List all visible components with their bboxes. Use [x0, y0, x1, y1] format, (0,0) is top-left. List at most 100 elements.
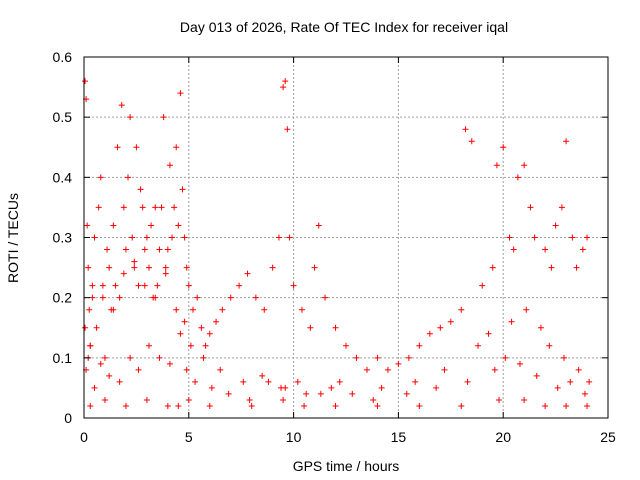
data-point — [558, 204, 565, 211]
data-point — [87, 342, 94, 349]
data-point — [516, 360, 523, 367]
data-point — [537, 324, 544, 331]
data-point — [106, 372, 113, 379]
y-tick-label: 0.6 — [53, 49, 73, 65]
data-point — [87, 402, 94, 409]
data-point — [502, 354, 509, 361]
axis-ticks: 0 5 10 15 20 25 0 0.1 0.2 0.3 0.4 0.5 0.6 — [53, 49, 616, 445]
data-point — [433, 384, 440, 391]
data-point — [118, 102, 125, 109]
data-point — [131, 258, 138, 265]
data-point — [332, 402, 339, 409]
data-point — [363, 366, 370, 373]
data-point — [563, 402, 570, 409]
data-point — [236, 282, 243, 289]
data-point — [187, 342, 194, 349]
data-point — [374, 354, 381, 361]
data-point — [284, 126, 291, 133]
data-point — [567, 378, 574, 385]
data-point — [294, 378, 301, 385]
data-point — [475, 342, 482, 349]
data-point — [206, 330, 213, 337]
data-point — [217, 366, 224, 373]
data-point — [500, 144, 507, 151]
data-point — [133, 144, 140, 151]
data-point — [560, 354, 567, 361]
data-point — [374, 402, 381, 409]
data-point — [554, 384, 561, 391]
data-point — [82, 324, 89, 331]
data-point — [198, 324, 205, 331]
data-point — [447, 318, 454, 325]
x-tick-label: 10 — [286, 429, 302, 445]
data-point — [91, 384, 98, 391]
data-point — [175, 402, 182, 409]
data-point — [303, 390, 310, 397]
data-point — [131, 264, 138, 271]
data-point — [353, 354, 360, 361]
x-tick-label: 0 — [80, 429, 88, 445]
data-point — [278, 384, 285, 391]
data-point — [194, 294, 201, 301]
data-point — [160, 114, 167, 121]
data-point — [514, 174, 521, 181]
data-point — [173, 144, 180, 151]
y-tick-label: 0.4 — [53, 169, 73, 185]
data-point — [112, 282, 119, 289]
data-point — [143, 234, 150, 241]
data-point — [586, 378, 593, 385]
data-point — [120, 204, 127, 211]
data-point — [244, 270, 251, 277]
y-tick-label: 0.3 — [53, 230, 73, 246]
data-point — [200, 354, 207, 361]
data-point — [166, 360, 173, 367]
x-tick-label: 5 — [185, 429, 193, 445]
data-point — [171, 204, 178, 211]
data-point — [508, 318, 515, 325]
data-point — [584, 402, 591, 409]
data-point — [416, 342, 423, 349]
data-point — [328, 384, 335, 391]
data-point — [137, 186, 144, 193]
data-point — [416, 402, 423, 409]
data-point — [533, 372, 540, 379]
data-point — [177, 330, 184, 337]
data-point — [462, 126, 469, 133]
data-point — [183, 264, 190, 271]
data-point — [246, 396, 253, 403]
data-point — [185, 396, 192, 403]
data-point — [290, 282, 297, 289]
data-point — [265, 378, 272, 385]
x-tick-label: 15 — [391, 429, 407, 445]
data-point — [116, 378, 123, 385]
data-point — [89, 294, 96, 301]
data-point — [261, 306, 268, 313]
data-point — [143, 396, 150, 403]
data-point — [158, 204, 165, 211]
data-point — [405, 354, 412, 361]
data-point — [97, 174, 104, 181]
data-point — [395, 360, 402, 367]
data-point — [280, 396, 287, 403]
data-point — [89, 282, 96, 289]
data-point — [166, 162, 173, 169]
data-point — [95, 204, 102, 211]
data-point — [493, 162, 500, 169]
data-point — [101, 396, 108, 403]
data-point — [527, 204, 534, 211]
data-point — [523, 306, 530, 313]
data-point — [458, 402, 465, 409]
data-point — [315, 222, 322, 229]
data-point — [581, 390, 588, 397]
data-point — [101, 354, 108, 361]
data-points — [82, 78, 593, 409]
data-point — [240, 378, 247, 385]
data-point — [219, 306, 226, 313]
data-point — [491, 366, 498, 373]
data-point — [252, 294, 259, 301]
data-point — [332, 324, 339, 331]
data-point — [173, 306, 180, 313]
data-point — [506, 234, 513, 241]
data-point — [548, 264, 555, 271]
data-point — [259, 372, 266, 379]
